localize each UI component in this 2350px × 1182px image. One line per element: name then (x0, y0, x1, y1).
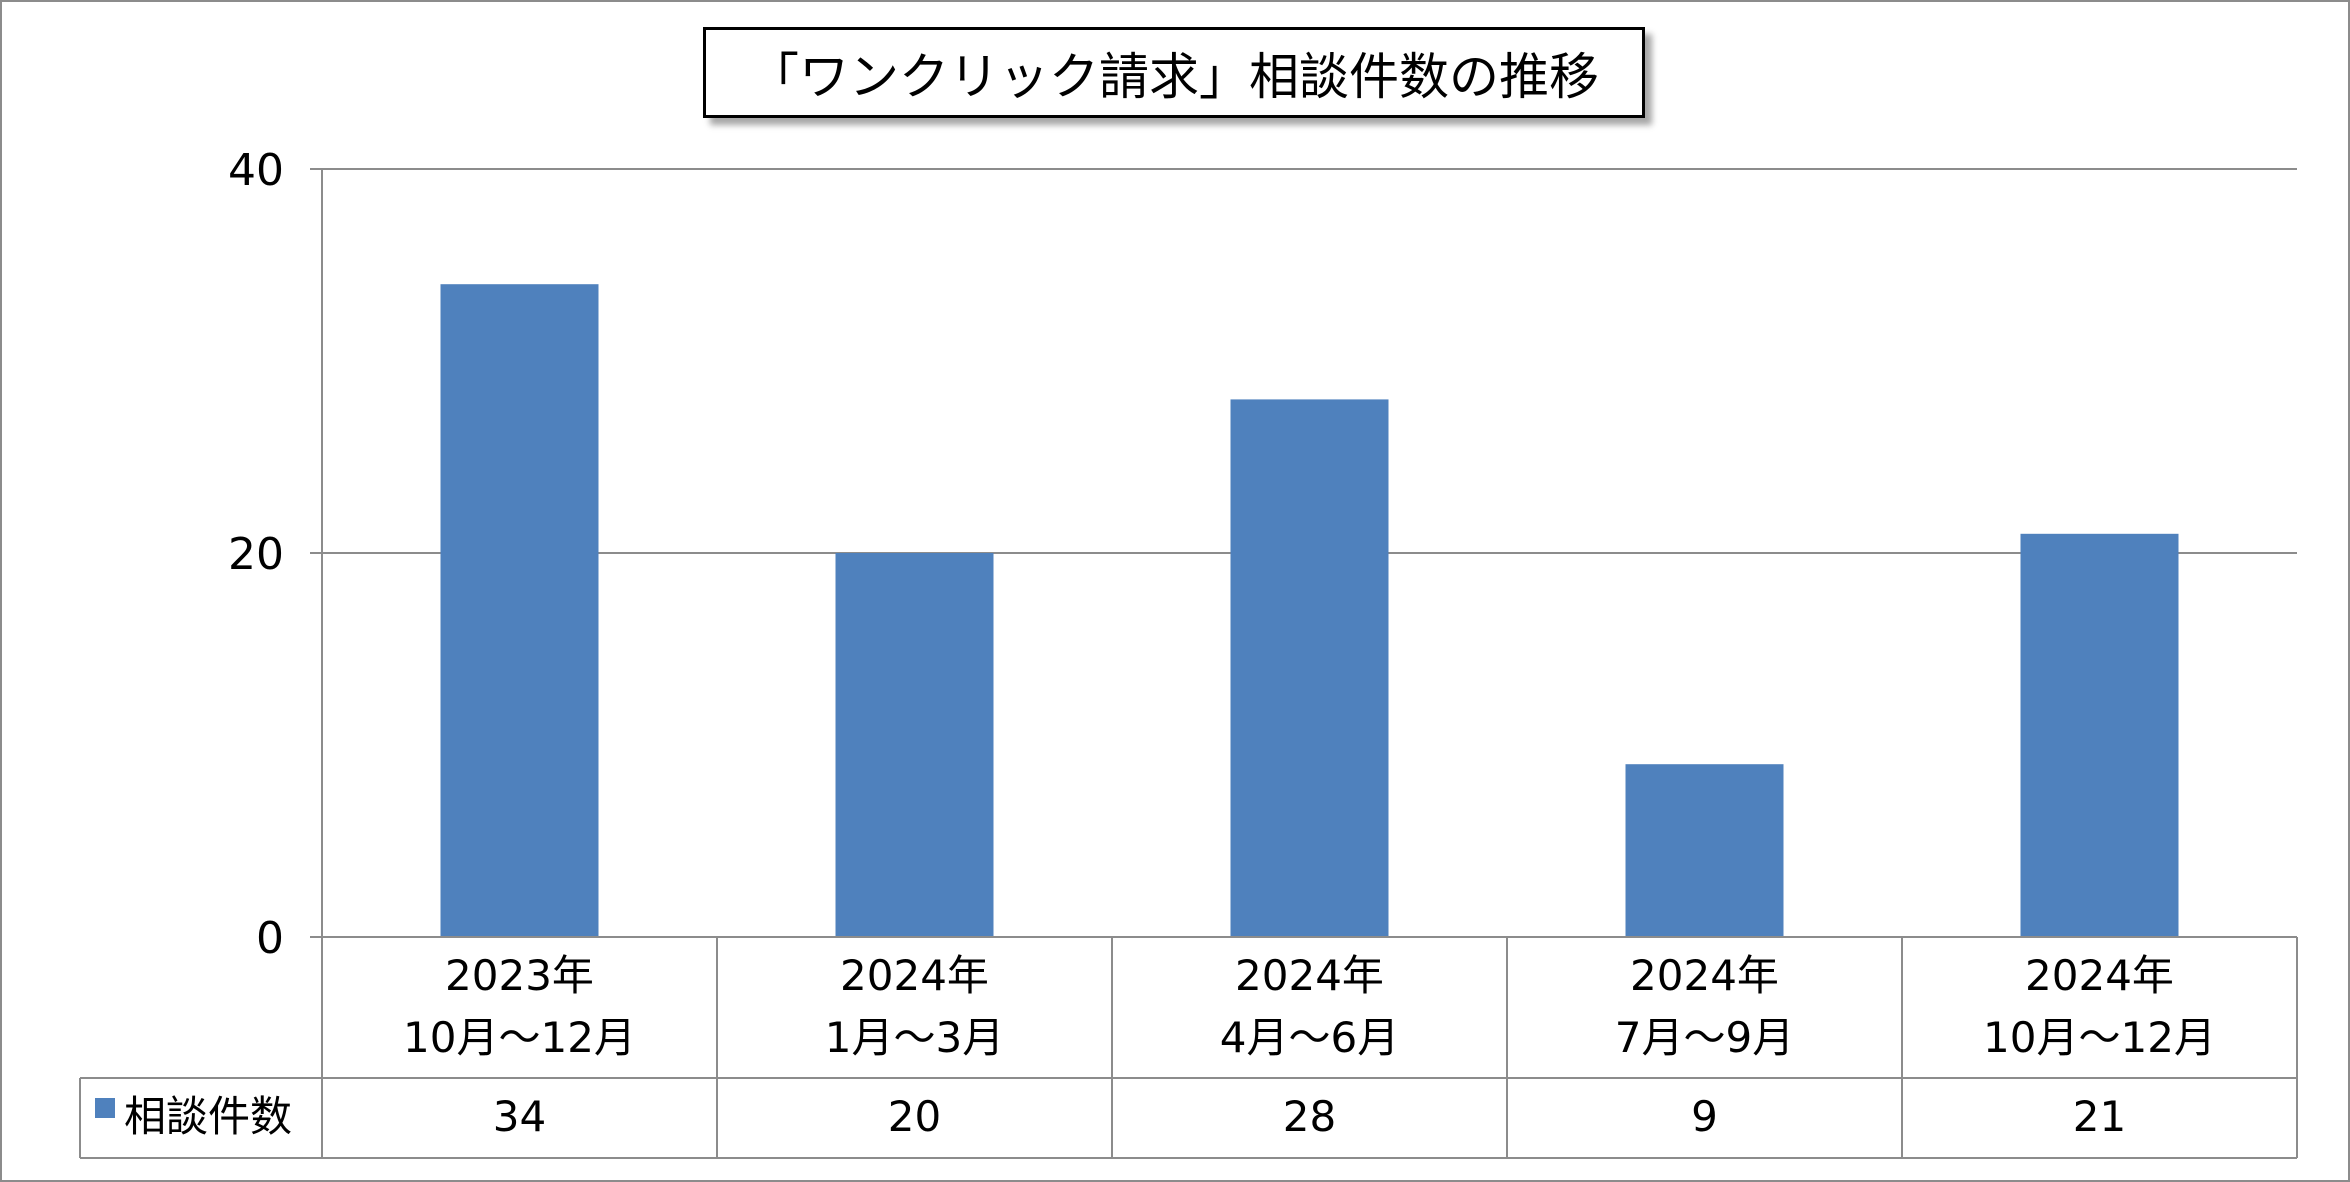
y-tick-label: 20 (228, 529, 284, 580)
category-label-months: 4月～6月 (1220, 1013, 1399, 1062)
chart-title-box: 「ワンクリック請求」相談件数の推移 (703, 27, 1645, 118)
category-label-year: 2024年 (1630, 951, 1779, 1000)
data-table-value: 9 (1691, 1092, 1718, 1141)
data-table-value: 28 (1283, 1092, 1336, 1141)
bar (835, 553, 994, 937)
category-label-months: 7月～9月 (1615, 1013, 1794, 1062)
bar (440, 284, 599, 937)
legend-key-label: 相談件数 (124, 1092, 292, 1141)
bar (2020, 533, 2179, 937)
y-tick-label: 40 (228, 145, 284, 196)
y-tick-label: 0 (256, 913, 284, 964)
category-label-months: 10月～12月 (403, 1013, 636, 1062)
bar (1230, 399, 1389, 937)
category-label-months: 10月～12月 (1983, 1013, 2216, 1062)
data-table-value: 21 (2073, 1092, 2126, 1141)
category-label-months: 1月～3月 (825, 1013, 1004, 1062)
category-label-year: 2024年 (1235, 951, 1384, 1000)
category-label-year: 2023年 (445, 951, 594, 1000)
data-table-value: 34 (493, 1092, 546, 1141)
legend-key-swatch (95, 1098, 115, 1118)
data-table-value: 20 (888, 1092, 941, 1141)
category-label-year: 2024年 (840, 951, 989, 1000)
chart-title: 「ワンクリック請求」相談件数の推移 (749, 47, 1599, 106)
category-label-year: 2024年 (2025, 951, 2174, 1000)
bar (1625, 764, 1784, 937)
